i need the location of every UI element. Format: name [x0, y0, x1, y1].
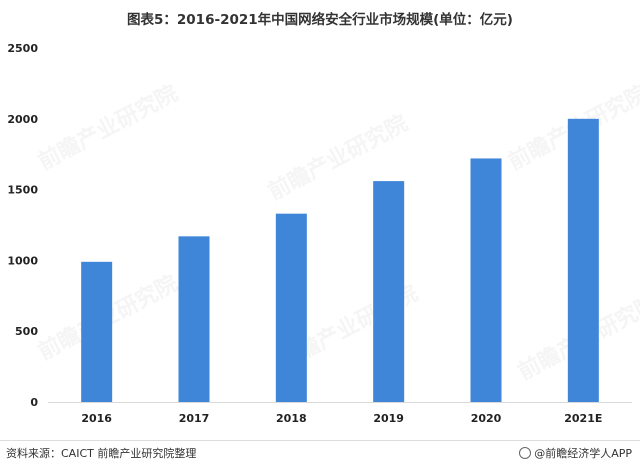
footer-divider	[0, 440, 640, 441]
x-tick-label: 2018	[276, 412, 307, 425]
x-axis: 2016 2017 2018 2019 2020 2021E	[48, 402, 632, 425]
y-axis: 0 500 1000 1500 2000 2500	[7, 42, 38, 409]
chart-title: 图表5：2016-2021年中国网络安全行业市场规模(单位：亿元)	[127, 12, 513, 28]
bar-2016	[81, 261, 113, 402]
bar-2019	[373, 181, 405, 402]
x-tick-label: 2020	[471, 412, 502, 425]
x-tick-label: 2017	[179, 412, 210, 425]
bar-2020	[470, 158, 502, 402]
bar-chart: 0 500 1000 1500 2000 2500 2016 2017 2018 2019 202…	[7, 42, 632, 425]
y-tick-label: 0	[30, 396, 38, 409]
bar-2018	[275, 213, 307, 402]
x-tick-label: 2021E	[564, 412, 602, 425]
source-note: 资料来源：CAICT 前瞻产业研究院整理	[6, 447, 197, 460]
y-tick-label: 500	[15, 325, 38, 338]
bar-2021E	[567, 118, 599, 403]
bar-2017	[178, 236, 210, 402]
bars	[81, 118, 599, 403]
x-tick-label: 2016	[81, 412, 112, 425]
y-tick-label: 2000	[7, 113, 38, 126]
y-tick-label: 1000	[7, 254, 38, 267]
x-tick-label: 2019	[373, 412, 404, 425]
brand-credit: @前瞻经济学人APP	[519, 445, 632, 461]
brand-logo-icon	[519, 447, 532, 459]
y-tick-label: 1500	[7, 184, 38, 197]
y-tick-label: 2500	[7, 42, 38, 55]
brand-text: @前瞻经济学人APP	[534, 447, 632, 460]
